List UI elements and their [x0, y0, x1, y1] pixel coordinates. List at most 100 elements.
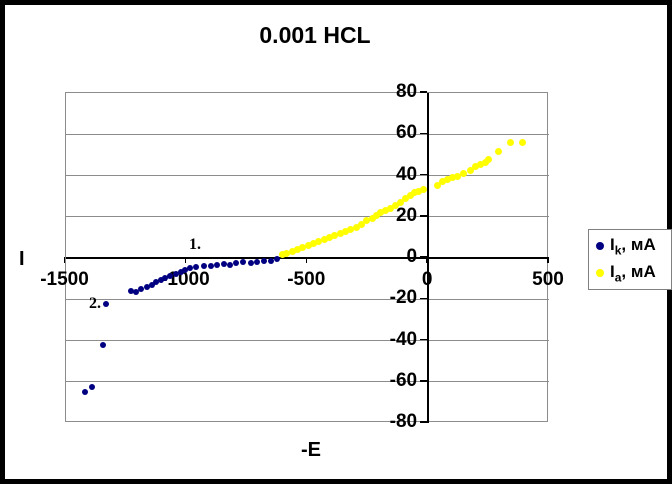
data-point-ia: [347, 225, 355, 233]
data-point-ik: [166, 272, 173, 279]
x-tick--1000: [184, 257, 187, 263]
y-tick-label--20: -20: [389, 287, 418, 309]
x-axis-title: -E: [301, 439, 321, 461]
data-point-ia: [506, 139, 514, 147]
data-point-ik: [227, 262, 234, 269]
legend-item-cathodic: Ik, мА: [596, 236, 671, 256]
data-point-ik: [82, 389, 89, 396]
annotation-1: 1.: [189, 235, 202, 253]
data-point-ia: [466, 166, 474, 174]
data-point-ia: [401, 194, 409, 202]
chart-title: 0.001 HCL: [259, 22, 371, 48]
data-point-ia: [288, 248, 296, 256]
data-point-ik: [233, 260, 240, 267]
gridline-y-60: [65, 381, 549, 383]
gridline-y40: [65, 175, 549, 176]
data-point-ik: [253, 259, 260, 266]
data-point-ia: [396, 198, 404, 206]
legend: Ik, мА Ia, мА: [588, 229, 672, 290]
y-tick-label--80: -80: [389, 411, 418, 432]
data-point-ia: [336, 229, 344, 237]
data-point-ia: [377, 209, 385, 217]
x-tick-label--1500: -1500: [40, 269, 89, 290]
data-point-ik: [213, 262, 220, 269]
data-point-ik: [240, 259, 247, 266]
annotation-2: 2.: [88, 295, 101, 313]
y-tick--40: [420, 338, 428, 341]
x-tick--500: [305, 257, 307, 263]
data-point-ia: [299, 244, 307, 252]
data-point-ia: [325, 233, 333, 241]
data-point-ia: [484, 155, 492, 163]
y-tick--20: [420, 297, 428, 299]
y-tick-label-0: 0: [406, 246, 418, 267]
data-point-ik: [247, 260, 254, 267]
data-point-ik: [137, 285, 144, 292]
x-tick-0: [426, 257, 428, 263]
data-point-ik: [172, 270, 179, 277]
legend-label-anodic: Ia, мА: [610, 262, 656, 285]
data-point-ik: [127, 288, 134, 295]
data-point-ia: [363, 217, 371, 225]
y-tick-label--40: -40: [389, 328, 418, 350]
data-point-ik: [207, 263, 214, 270]
y-tick--80: [420, 421, 428, 423]
y-tick-60: [420, 132, 428, 134]
data-point-ia: [358, 220, 366, 228]
x-tick-label--500: -500: [287, 269, 326, 290]
data-point-ia: [494, 148, 502, 156]
y-tick-40: [420, 173, 428, 176]
x-tick-label-0: 0: [421, 269, 433, 290]
y-tick-0: [420, 256, 428, 258]
data-point-ia: [304, 242, 312, 250]
data-point-ik: [100, 341, 107, 348]
x-tick-500: [547, 257, 549, 263]
x-tick--1500: [63, 257, 66, 263]
data-point-ia: [433, 182, 441, 190]
data-point-ia: [341, 227, 349, 235]
data-point-ia: [391, 201, 399, 209]
data-point-ia: [294, 246, 302, 254]
data-point-ik: [89, 383, 96, 390]
y-tick-label-20: 20: [395, 204, 418, 226]
data-point-ik: [182, 267, 189, 274]
data-point-ia: [471, 162, 479, 170]
y-tick--60: [420, 380, 428, 382]
x-tick-label-500: 500: [532, 269, 564, 290]
data-point-ik: [143, 283, 150, 290]
legend-marker-anodic-icon: [596, 269, 604, 278]
data-point-ia: [278, 251, 286, 259]
data-point-ik: [102, 301, 109, 308]
data-point-ia: [443, 176, 451, 184]
data-point-ia: [453, 173, 461, 181]
data-point-ia: [373, 212, 381, 220]
y-tick-20: [420, 215, 428, 217]
data-point-ia: [315, 238, 323, 246]
y-tick-label-80: 80: [395, 81, 418, 102]
data-point-ia: [386, 205, 394, 213]
data-point-ik: [221, 261, 228, 268]
data-point-ia: [459, 169, 467, 177]
data-point-ik: [158, 276, 165, 283]
data-point-ik: [132, 289, 139, 296]
legend-label-cathodic: Ik, мА: [610, 234, 656, 257]
data-point-ia: [331, 231, 339, 239]
data-point-ia: [410, 188, 418, 196]
data-point-ik: [200, 263, 207, 270]
data-point-ia: [320, 235, 328, 243]
data-point-ia: [419, 186, 427, 194]
gridline-y-40: [65, 340, 549, 341]
data-point-ia: [368, 215, 376, 223]
data-point-ia: [352, 223, 360, 231]
data-point-ia: [438, 178, 446, 186]
data-point-ia: [476, 160, 484, 168]
y-tick-label-40: 40: [395, 163, 418, 185]
gridline-y20: [65, 216, 549, 218]
y-axis-line: [427, 93, 430, 423]
data-point-ik: [274, 256, 281, 263]
gridline-y-20: [65, 298, 549, 300]
data-point-ik: [260, 258, 267, 265]
y-tick-80: [420, 91, 428, 93]
data-point-ik: [161, 274, 168, 281]
